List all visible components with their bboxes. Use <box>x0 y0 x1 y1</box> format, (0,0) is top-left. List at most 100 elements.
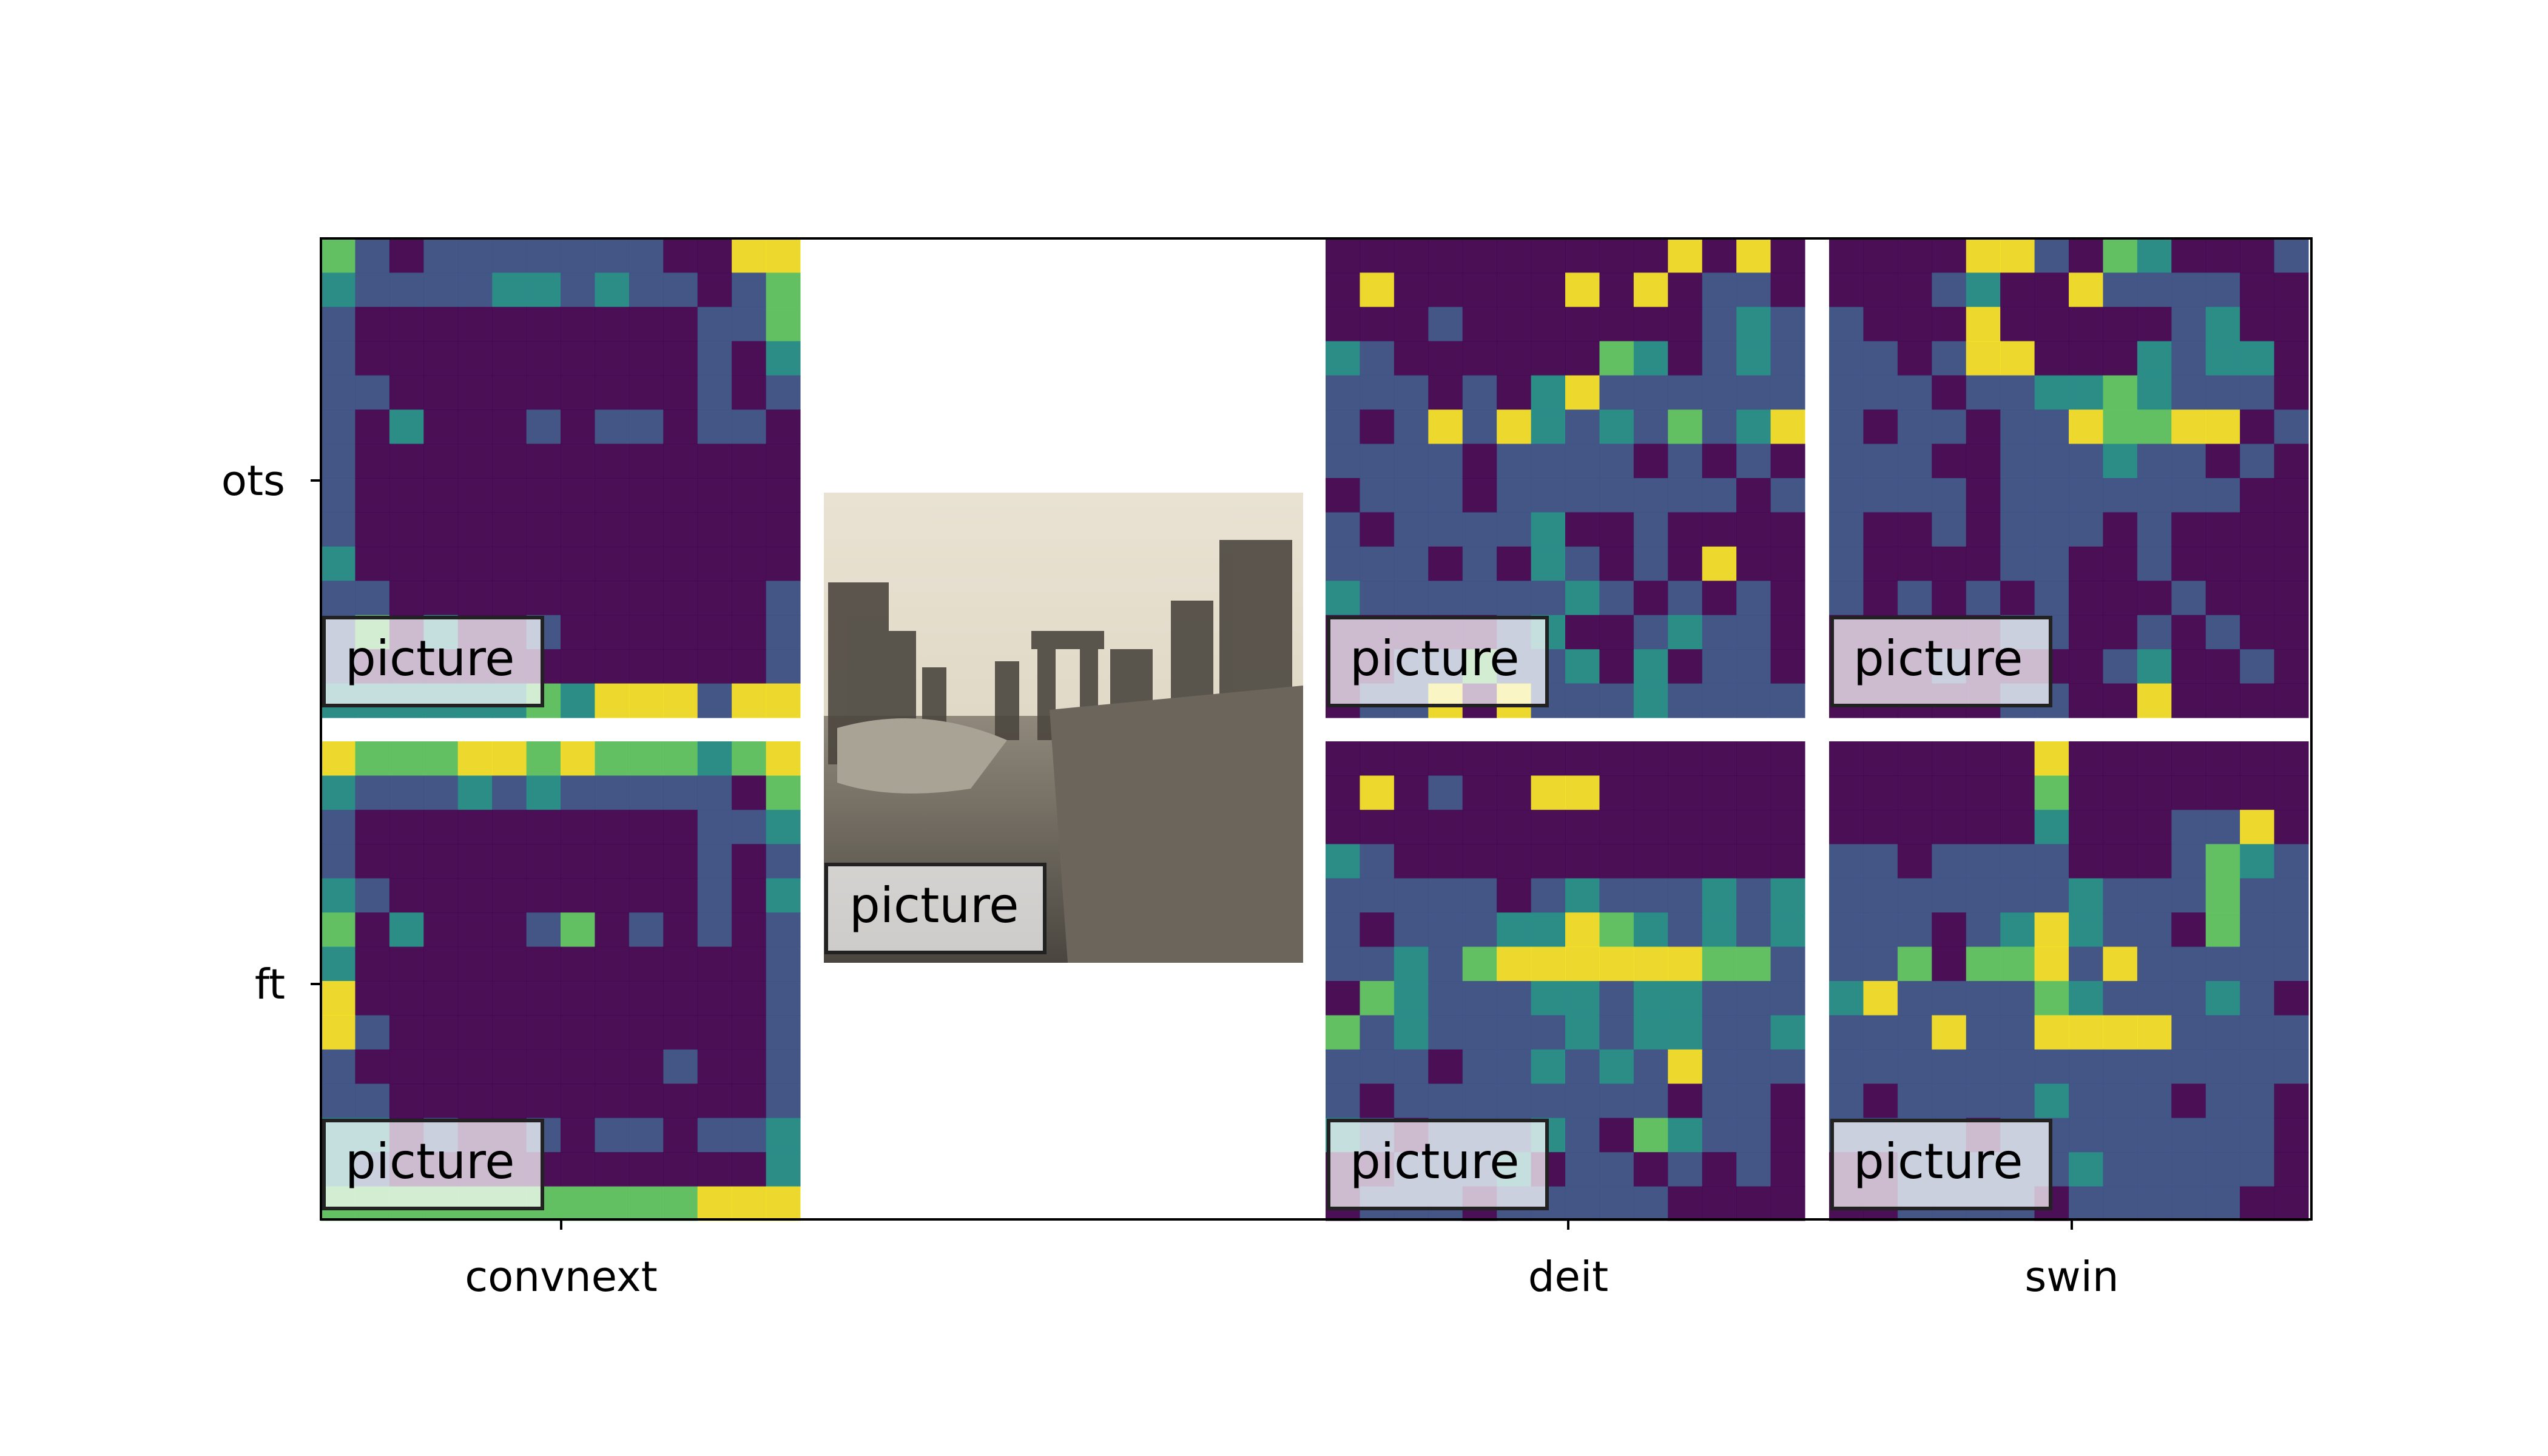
heatmap-cell <box>766 546 801 581</box>
heatmap-cell <box>2274 878 2309 913</box>
heatmap-cell <box>1966 443 2001 479</box>
heatmap-cell <box>1897 272 1932 308</box>
heatmap-cell <box>1428 306 1463 342</box>
heatmap-cell <box>2205 341 2240 376</box>
heatmap-cell <box>2069 1186 2104 1221</box>
heatmap-cell <box>355 741 390 777</box>
heatmap-cell <box>2103 443 2138 479</box>
heatmap-cell <box>457 512 493 547</box>
heatmap-cell <box>2034 306 2069 342</box>
heatmap-cell <box>1736 478 1771 513</box>
heatmap-cell <box>1633 410 1668 445</box>
heatmap-cell <box>697 649 732 684</box>
heatmap-cell <box>766 844 801 879</box>
heatmap-cell <box>732 809 767 844</box>
heatmap-cell <box>1932 1084 1967 1119</box>
heatmap-cell <box>1531 1015 1566 1050</box>
heatmap-cell <box>629 238 664 274</box>
heatmap-cell <box>766 1152 801 1187</box>
heatmap-cell <box>1462 946 1497 982</box>
heatmap-cell <box>2205 1084 2240 1119</box>
heatmap-cell <box>732 946 767 982</box>
heatmap-cell <box>1966 341 2001 376</box>
heatmap-cell <box>561 238 596 274</box>
heatmap-cell <box>2069 478 2104 513</box>
heatmap-cell <box>629 306 664 342</box>
heatmap-cell <box>1599 546 1634 581</box>
heatmap-panel-deit-ft: picture <box>1326 741 1805 1221</box>
heatmap-cell <box>2137 1049 2172 1084</box>
heatmap-cell <box>1932 844 1967 879</box>
heatmap-cell <box>697 1015 732 1050</box>
heatmap-cell <box>561 272 596 308</box>
heatmap-cell <box>1829 478 1864 513</box>
heatmap-cell <box>1394 1084 1429 1119</box>
heatmap-cell <box>2069 844 2104 879</box>
heatmap-cell <box>423 946 459 982</box>
heatmap-cell <box>2171 1186 2206 1221</box>
heatmap-cell <box>492 775 527 811</box>
heatmap-cell <box>2000 946 2035 982</box>
heatmap-cell <box>1966 1084 2001 1119</box>
heatmap-cell <box>389 1084 424 1119</box>
heatmap-cell <box>355 410 390 445</box>
heatmap-cell <box>629 1186 664 1221</box>
heatmap-cell <box>1531 775 1566 811</box>
heatmap-cell <box>1770 844 1805 879</box>
heatmap-cell <box>629 946 664 982</box>
heatmap-cell <box>2103 912 2138 948</box>
heatmap-cell <box>1932 946 1967 982</box>
heatmap-cell <box>389 844 424 879</box>
heatmap-cell <box>732 912 767 948</box>
heatmap-cell <box>1932 443 1967 479</box>
heatmap-cell <box>1360 443 1395 479</box>
heatmap-cell <box>1966 238 2001 274</box>
heatmap-cell <box>423 844 459 879</box>
heatmap-cell <box>766 272 801 308</box>
heatmap-cell <box>1736 683 1771 718</box>
heatmap-cell <box>1829 844 1864 879</box>
heatmap-cell <box>697 981 732 1016</box>
heatmap-cell <box>1428 981 1463 1016</box>
heatmap-cell <box>1497 741 1532 777</box>
heatmap-cell <box>1633 272 1668 308</box>
heatmap-cell <box>1770 238 1805 274</box>
heatmap-cell <box>1633 683 1668 718</box>
heatmap-cell <box>1897 546 1932 581</box>
heatmap-cell <box>1428 878 1463 913</box>
heatmap-cell <box>1863 546 1898 581</box>
heatmap-cell <box>1770 1117 1805 1153</box>
heatmap-cell <box>1531 809 1566 844</box>
heatmap-cell <box>1829 1084 1864 1119</box>
heatmap-cell <box>732 1049 767 1084</box>
heatmap-cell <box>2000 272 2035 308</box>
heatmap-cell <box>561 546 596 581</box>
heatmap-cell <box>2000 912 2035 948</box>
heatmap-cell <box>1668 775 1703 811</box>
heatmap-cell <box>526 443 561 479</box>
heatmap-cell <box>2274 272 2309 308</box>
heatmap-cell <box>2171 1152 2206 1187</box>
heatmap-cell <box>2240 1084 2275 1119</box>
heatmap-cell <box>1932 1015 1967 1050</box>
heatmap-cell <box>1599 410 1634 445</box>
heatmap-cell <box>321 1049 356 1084</box>
heatmap-cell <box>561 581 596 616</box>
heatmap-cell <box>1633 306 1668 342</box>
heatmap-cell <box>2137 443 2172 479</box>
heatmap-cell <box>766 878 801 913</box>
heatmap-cell <box>389 809 424 844</box>
heatmap-cell <box>2171 878 2206 913</box>
heatmap-cell <box>2205 878 2240 913</box>
heatmap-cell <box>355 912 390 948</box>
heatmap-cell <box>1668 341 1703 376</box>
heatmap-cell <box>629 1015 664 1050</box>
heatmap-cell <box>2240 946 2275 982</box>
heatmap-cell <box>2240 683 2275 718</box>
heatmap-cell <box>1770 878 1805 913</box>
heatmap-panels: picture picture picture picture picture pictu… <box>321 238 2309 1221</box>
heatmap-cell <box>1497 809 1532 844</box>
heatmap-cell <box>2034 1084 2069 1119</box>
heatmap-cell <box>423 443 459 479</box>
heatmap-cell <box>492 306 527 342</box>
